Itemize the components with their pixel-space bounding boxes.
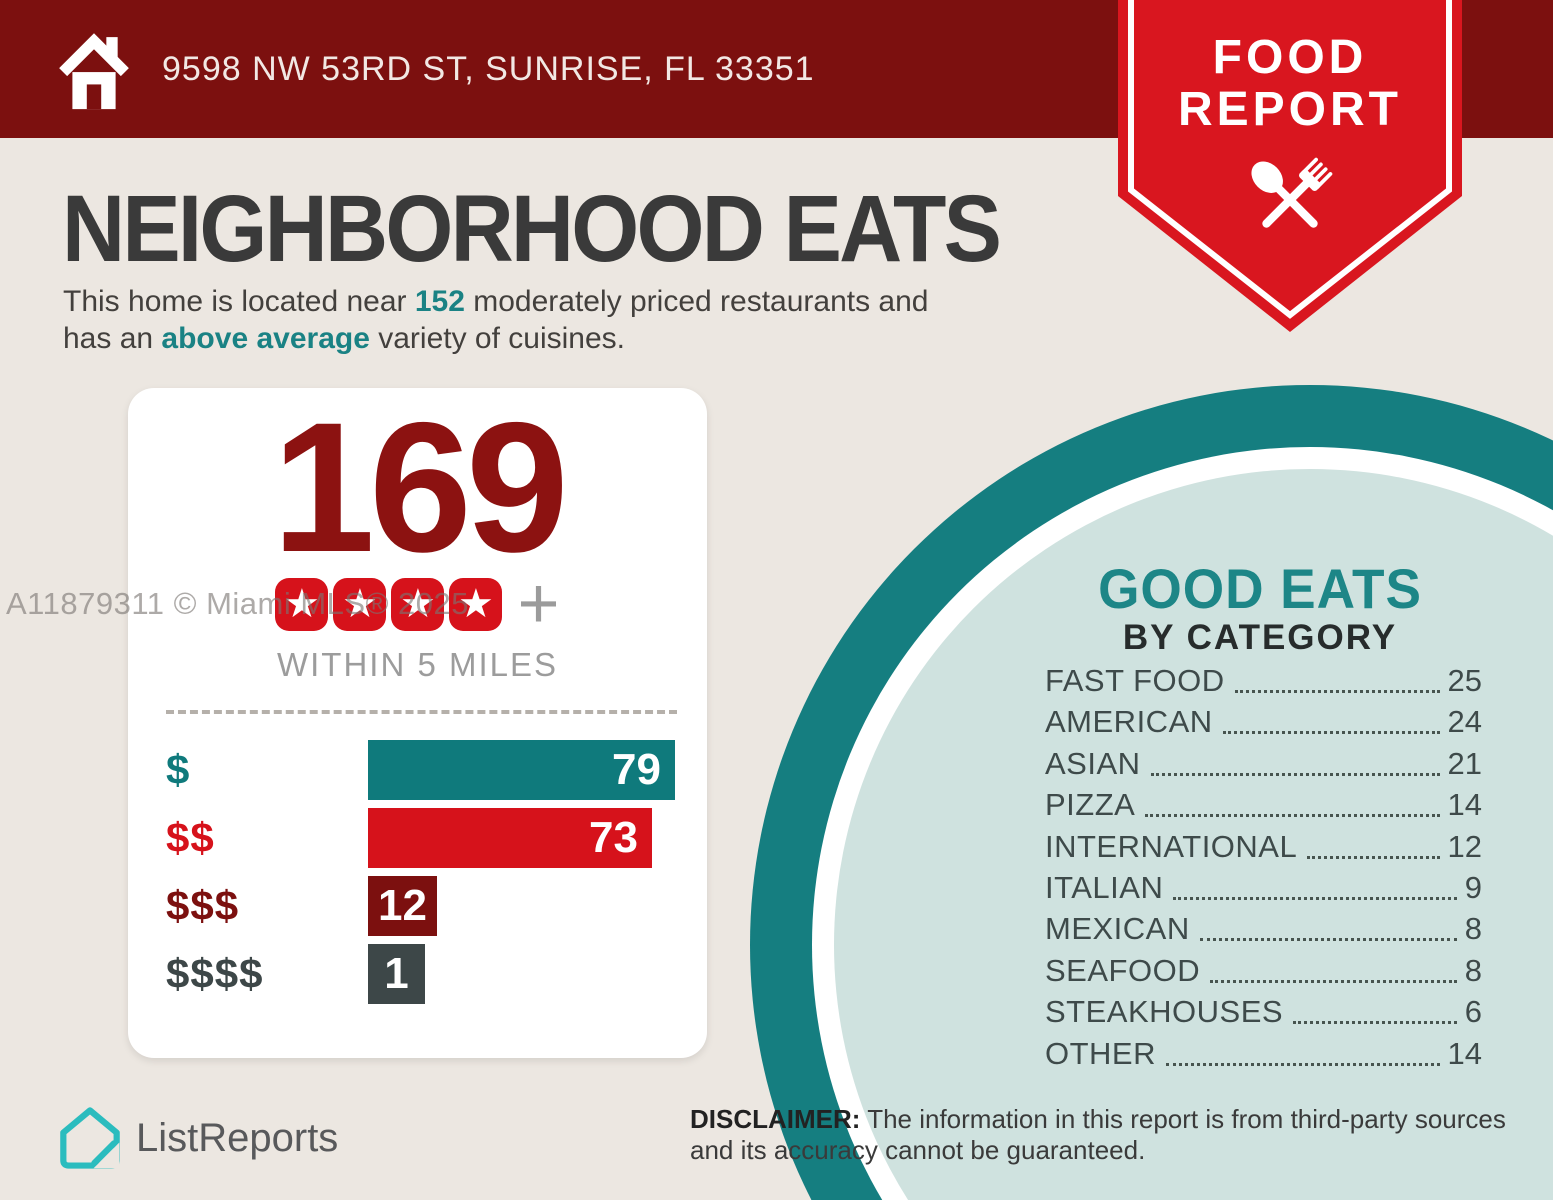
category-count: 12 [1447,828,1482,864]
dotted-leader [1173,896,1457,900]
dotted-leader [1293,1021,1457,1025]
dotted-leader [1145,814,1440,818]
category-row: FAST FOOD 25 [1045,663,1482,699]
home-icon [59,33,129,110]
category-count: 14 [1447,1035,1482,1071]
star-icon: ★ [333,578,387,631]
price-bar: 12 [368,876,437,936]
category-label: INTERNATIONAL [1045,828,1298,864]
category-count: 24 [1447,704,1482,740]
intro-mid: moderately priced restaurants and [464,285,929,318]
disclaimer: DISCLAIMER: The information in this repo… [690,1104,1550,1165]
radius-note: WITHIN 5 MILES [276,646,559,683]
category-row: ASIAN 21 [1045,746,1482,782]
category-label: STEAKHOUSES [1045,994,1284,1030]
ribbon-title: FOOD REPORT [1110,32,1470,136]
category-row: STEAKHOUSES 6 [1045,994,1482,1030]
dotted-leader [1307,855,1440,859]
category-row: PIZZA 14 [1045,787,1482,823]
plus-icon: + [517,564,560,644]
property-address: 9598 NW 53RD ST, SUNRISE, FL 33351 [162,49,815,88]
summary-card: 169 ★ ★ ★ ★ + WITHIN 5 MILES $ 79 $$ 73 … [128,388,707,1058]
category-row: OTHER 14 [1045,1036,1482,1072]
category-count: 25 [1447,663,1482,698]
listreports-house-icon [60,1107,120,1169]
dotted-leader [1234,690,1440,693]
good-eats-list: FAST FOOD 25 AMERICAN 24 ASIAN 21 PIZZA 14 I… [1045,663,1482,1082]
price-level-chart: $ 79 $$ 73 $$$ 12 $$$$ 1 [166,740,677,1012]
price-bar: 1 [368,944,425,1004]
price-bar-row: $$$ 12 [166,876,677,936]
star-icon: ★ [391,578,445,631]
food-report-ribbon [1118,0,1462,332]
listreports-logo: ListReports [58,1104,338,1172]
category-label: ASIAN [1045,745,1141,781]
disclaimer-label: DISCLAIMER: [690,1104,861,1134]
intro-text: This home is located near 152 moderately… [63,284,1103,357]
category-count: 8 [1464,952,1482,988]
category-row: AMERICAN 24 [1045,704,1482,740]
price-bar-row: $$$$ 1 [166,944,677,1004]
category-label: MEXICAN [1045,911,1190,947]
dashed-divider [166,710,677,714]
price-bar: 73 [368,808,652,868]
disclaimer-text: The information in this report is from t… [690,1104,1506,1165]
price-bar: 79 [368,740,675,800]
dotted-leader [1150,772,1440,776]
dotted-leader [1166,1062,1440,1066]
restaurant-count: 152 [414,285,465,318]
category-label: SEAFOOD [1045,952,1201,988]
ribbon-title-line2: REPORT [1177,83,1402,136]
category-row: INTERNATIONAL 12 [1045,829,1482,865]
dotted-leader [1199,938,1457,942]
spoon-fork-icon [1251,157,1333,228]
category-label: AMERICAN [1045,704,1213,740]
intro-post: variety of cuisines. [369,321,625,355]
category-row: SEAFOOD 8 [1045,953,1482,989]
dotted-leader [1210,979,1457,983]
category-label: OTHER [1045,1035,1156,1071]
price-label: $$$$ [166,950,264,997]
ribbon-title-line1: FOOD [1212,31,1368,84]
good-eats-subtitle: BY CATEGORY [1122,618,1398,657]
category-count: 8 [1464,911,1482,947]
page-title: NEIGHBORHOOD EATS [62,176,1002,282]
price-bar-row: $ 79 [166,740,677,800]
category-label: PIZZA [1045,787,1136,823]
good-eats-title: GOOD EATS [1098,557,1422,620]
category-count: 6 [1464,994,1482,1030]
star-icon: ★ [275,578,329,631]
good-eats-heading: GOOD EATS BY CATEGORY [1028,560,1492,658]
dotted-leader [1222,731,1440,735]
star-icon: ★ [449,578,503,631]
category-row: ITALIAN 9 [1045,870,1482,906]
price-label: $$$ [166,882,240,929]
category-row: MEXICAN 8 [1045,911,1482,947]
intro-highlight: above average [161,321,370,355]
category-label: FAST FOOD [1045,663,1225,698]
category-count: 14 [1447,787,1482,823]
mls-watermark: A11879311 © Miami MLS® 2025 [6,586,469,621]
total-restaurants: 169 [272,385,569,591]
intro-pre: This home is located near [63,285,415,318]
intro-line2-pre: has an [63,321,162,355]
brand-name: ListReports [136,1115,339,1160]
category-label: ITALIAN [1045,869,1164,905]
star-rating: ★ ★ ★ ★ + [128,564,707,644]
price-label: $$ [166,814,215,861]
price-label: $ [166,746,191,793]
category-count: 21 [1447,745,1482,781]
category-count: 9 [1464,869,1482,905]
price-bar-row: $$ 73 [166,808,677,868]
